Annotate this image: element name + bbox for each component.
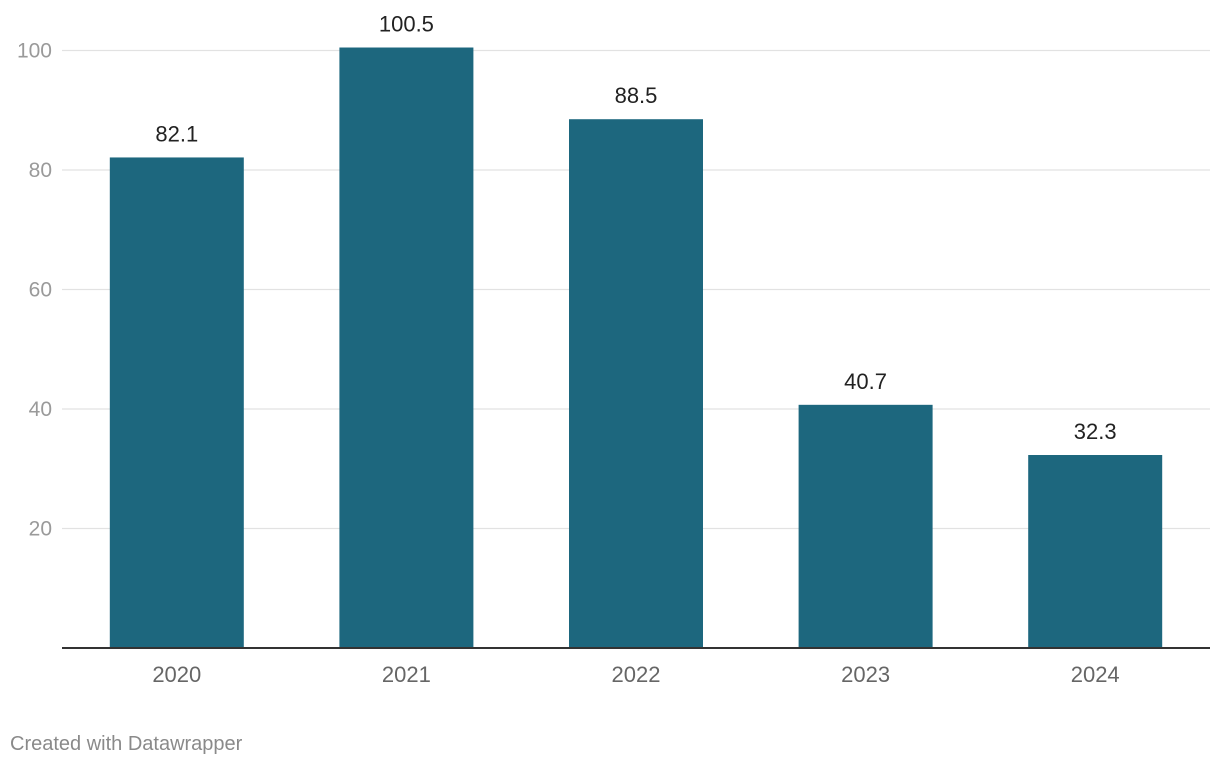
bar-2024 (1028, 455, 1163, 648)
value-label-2023: 40.7 (844, 369, 887, 394)
y-tick-label: 100 (17, 40, 52, 63)
y-tick-label: 80 (29, 159, 52, 182)
y-axis-tick-labels: 20 40 60 80 100 (17, 40, 52, 541)
x-tick-label-2020: 2020 (152, 662, 201, 687)
bar-2020 (109, 157, 244, 648)
value-label-2024: 32.3 (1074, 419, 1117, 444)
bar-2022 (569, 119, 703, 648)
bar-2023 (798, 404, 933, 648)
bar-2021 (339, 47, 474, 648)
x-tick-label-2021: 2021 (382, 662, 431, 687)
x-tick-label-2024: 2024 (1071, 662, 1120, 687)
value-label-2021: 100.5 (379, 12, 434, 37)
bars (109, 47, 1163, 648)
value-labels: 82.1 100.5 88.5 40.7 32.3 (155, 12, 1116, 444)
y-tick-label: 60 (29, 279, 52, 302)
x-tick-label-2023: 2023 (841, 662, 890, 687)
value-label-2022: 88.5 (615, 83, 658, 108)
footer-credit: Created with Datawrapper (10, 733, 243, 755)
x-tick-label-2022: 2022 (612, 662, 661, 687)
x-axis-tick-labels: 2020 2021 2022 2023 2024 (152, 662, 1119, 687)
y-tick-label: 40 (29, 398, 52, 421)
value-label-2020: 82.1 (155, 121, 198, 146)
y-tick-label: 20 (29, 518, 52, 541)
